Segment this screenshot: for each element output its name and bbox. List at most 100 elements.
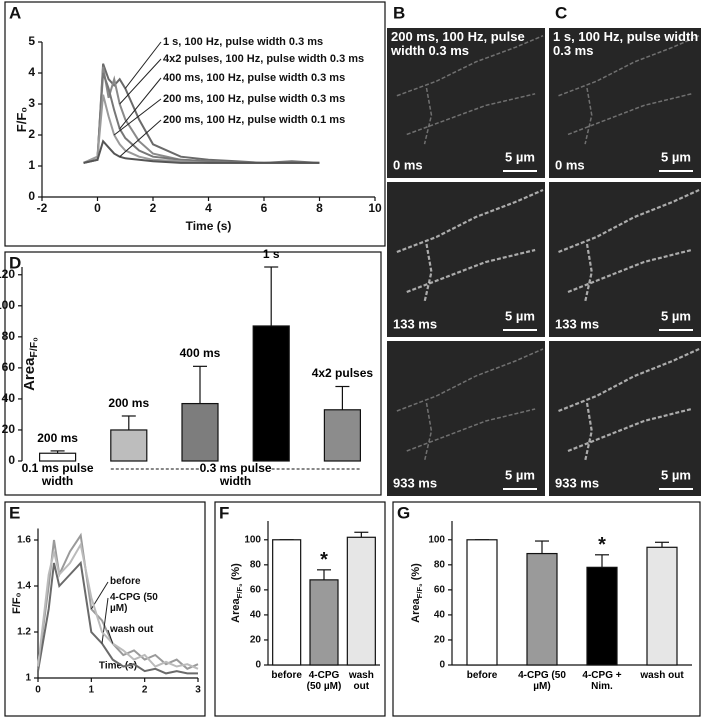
series-line [37, 560, 198, 675]
bar-label: 400 ms [179, 346, 221, 361]
bar-label: 200 ms [37, 430, 78, 445]
y-axis-label-sub: F/F₀ [415, 583, 424, 599]
x-tick-label: 2 [150, 201, 157, 215]
dendrite [396, 188, 544, 254]
y-tick-label: 80 [434, 559, 446, 570]
bar-label-box: 1 s [263, 247, 280, 260]
panel-frame [214, 501, 386, 717]
x-tick-label-box: wash out [640, 670, 683, 681]
series-label-box: 200 ms, 100 Hz, pulse width 0.3 ms [163, 93, 346, 105]
scale-label: 5 µm [661, 467, 691, 482]
bar [346, 536, 376, 666]
y-axis-label-suffix: (%) [410, 563, 422, 580]
panel-label: D [9, 253, 21, 272]
y-tick-label: 20 [250, 635, 262, 646]
dendrite [423, 243, 433, 303]
x-tick-label: 10 [368, 201, 382, 215]
image-frame [549, 341, 701, 496]
y-axis-label: F/F₀ [11, 592, 23, 613]
y-tick-label: 40 [250, 610, 262, 621]
bar [309, 579, 339, 666]
y-tick-label: 60 [2, 360, 16, 374]
y-tick-label: 20 [434, 635, 446, 646]
dendrite [567, 248, 692, 294]
panel-label: E [9, 503, 20, 522]
panel-label: C [555, 3, 567, 22]
y-tick-label: 100 [244, 534, 261, 545]
label-arrow [113, 98, 162, 136]
bar [323, 409, 361, 462]
y-tick-label: 4 [28, 65, 35, 79]
image-frame [549, 182, 701, 337]
label-arrow [107, 629, 114, 644]
y-tick-label: 2 [28, 127, 35, 141]
y-tick-label: 1.4 [17, 581, 31, 592]
bar [272, 539, 302, 666]
bar-label-box: 200 ms [108, 395, 150, 410]
x-tick-label: 6 [261, 201, 268, 215]
bar [586, 566, 618, 666]
series-line [37, 541, 199, 670]
x-tick-label: 1 [89, 685, 95, 696]
bar-label: 4x2 pulses [311, 366, 374, 381]
series-line [83, 139, 320, 164]
y-axis-label: AreaF/F₀ [21, 337, 40, 391]
x-tick-label: 4-CPG (50 µM) [518, 670, 566, 692]
group-label: 0.1 ms pulse width [21, 462, 94, 489]
y-axis-label-sub: F/F₀ [28, 337, 40, 358]
y-axis-label-sub: F/F₀ [235, 583, 244, 599]
y-tick-label: 20 [2, 422, 16, 436]
dendrite [423, 402, 433, 462]
dendrite [584, 87, 593, 145]
bar [181, 402, 219, 462]
series-label-box: 4-CPG (50 µM) [110, 592, 158, 614]
y-tick-label: 100 [428, 534, 445, 545]
group-label-box: 0.1 ms pulse width [21, 462, 94, 489]
dendrite [396, 35, 544, 97]
panel-frame [4, 251, 382, 496]
frame-time: 933 ms [393, 475, 437, 490]
panel-frame [4, 1, 386, 247]
dendrite [567, 93, 692, 136]
dendrite [558, 347, 700, 413]
y-tick-label: 80 [2, 329, 16, 343]
image-frame [387, 341, 545, 496]
image-caption-box: 200 ms, 100 Hz, pulse width 0.3 ms [391, 30, 525, 58]
series-label: 200 ms, 100 Hz, pulse width 0.3 ms [163, 93, 346, 105]
y-tick-label: 40 [2, 391, 16, 405]
series-label: before [110, 576, 141, 587]
panel-label: F [219, 503, 229, 522]
series-label: 200 ms, 100 Hz, pulse width 0.1 ms [163, 114, 346, 126]
x-tick-label-box: 4-CPG (50 µM) [518, 670, 566, 692]
image-frame [387, 28, 545, 178]
significance: * [598, 534, 606, 556]
x-tick-label: 0 [94, 201, 101, 215]
dendrite [567, 407, 692, 453]
panel-frame [4, 501, 206, 717]
frame-time: 133 ms [393, 316, 437, 331]
y-axis-label-main: Area [21, 357, 38, 391]
series-label: 400 ms, 100 Hz, pulse width 0.3 ms [163, 72, 346, 84]
bar-label: 200 ms [108, 395, 150, 410]
y-tick-label: 0 [439, 660, 445, 671]
bar [466, 539, 498, 666]
label-arrow [101, 597, 109, 644]
y-tick-label: 60 [250, 585, 262, 596]
bar [526, 552, 558, 666]
bar [110, 429, 148, 462]
y-axis-label-main: F/F₀ [11, 592, 23, 613]
panel-label: G [397, 503, 410, 522]
y-tick-label: 60 [434, 585, 446, 596]
y-tick-label: 1.6 [17, 535, 31, 546]
x-tick-label-box: 4-CPG + Nim. [582, 670, 621, 692]
x-tick-label: before [271, 670, 302, 681]
image-frame [387, 182, 545, 337]
frame-time: 933 ms [555, 475, 599, 490]
y-tick-label: 120 [0, 267, 15, 281]
bar [38, 452, 77, 462]
y-axis-label: AreaF/F₀ (%) [410, 563, 424, 623]
x-tick-label: -2 [37, 201, 48, 215]
y-tick-label: 5 [28, 34, 35, 48]
